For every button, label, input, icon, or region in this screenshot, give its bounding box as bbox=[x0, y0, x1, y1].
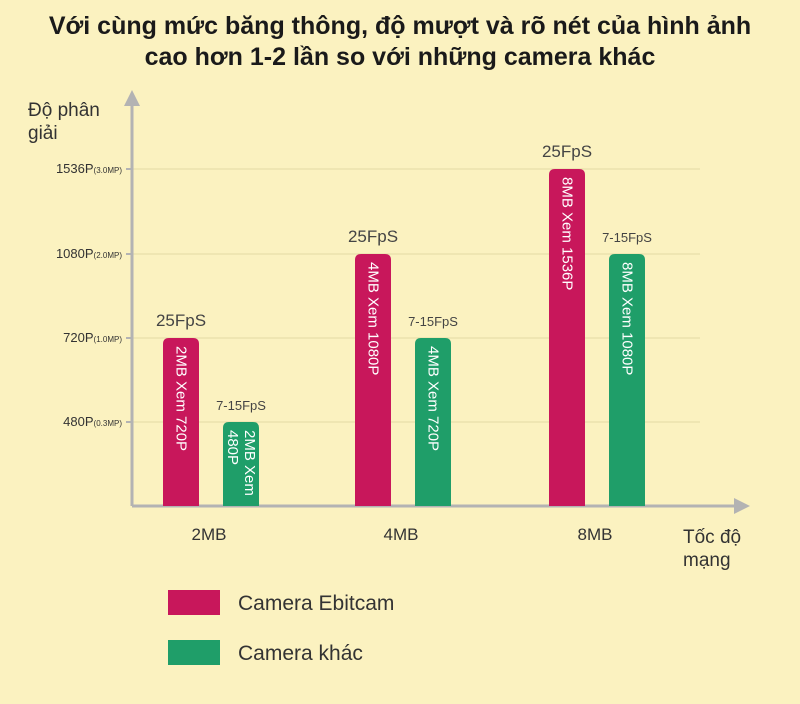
bar bbox=[549, 169, 585, 506]
bar-label: 8MB Xem 1080P bbox=[619, 262, 636, 375]
fps-label: 25FpS bbox=[348, 227, 398, 246]
legend-swatch bbox=[168, 590, 220, 615]
legend-swatch bbox=[168, 640, 220, 665]
chart-title-line: Với cùng mức băng thông, độ mượt và rõ n… bbox=[49, 12, 751, 40]
fps-label: 7-15FpS bbox=[216, 398, 266, 413]
x-axis-categories: 2MB 4MB 8MB bbox=[192, 525, 613, 544]
x-axis-arrow bbox=[734, 498, 750, 514]
y-tick-label: 720P(1.0MP) bbox=[63, 330, 122, 345]
bars: 2MB Xem 720P 25FpS 4MB Xem 1080P 25FpS 8MB X… bbox=[156, 142, 652, 506]
y-axis-title-line: giải bbox=[28, 123, 58, 144]
y-axis-ticks: 480P(0.3MP) 720P(1.0MP) 1080P(2.0MP) 1536P(… bbox=[56, 161, 132, 429]
fps-label: 7-15FpS bbox=[602, 230, 652, 245]
x-axis-title-line: mạng bbox=[683, 550, 731, 571]
bar-label: 480P bbox=[224, 430, 241, 465]
y-tick-label: 1536P(3.0MP) bbox=[56, 161, 122, 176]
bar bbox=[355, 254, 391, 506]
fps-label: 25FpS bbox=[156, 311, 206, 330]
legend: Camera Ebitcam Camera khác bbox=[168, 590, 394, 665]
fps-label: 25FpS bbox=[542, 142, 592, 161]
bar-label: 2MB Xem bbox=[241, 430, 258, 496]
bar-label: 8MB Xem 1536P bbox=[559, 177, 576, 290]
x-category-label: 8MB bbox=[578, 525, 613, 544]
chart-title: Với cùng mức băng thông, độ mượt và rõ n… bbox=[49, 12, 751, 71]
legend-label: Camera khác bbox=[238, 642, 363, 665]
y-axis-title-line: Độ phân bbox=[28, 100, 100, 121]
fps-label: 7-15FpS bbox=[408, 314, 458, 329]
x-axis-title-line: Tốc độ bbox=[683, 527, 741, 548]
y-axis-arrow bbox=[124, 90, 140, 106]
bar bbox=[223, 422, 259, 506]
legend-label: Camera Ebitcam bbox=[238, 592, 394, 615]
bar-label: 4MB Xem 1080P bbox=[365, 262, 382, 375]
bar-label: 2MB Xem 720P bbox=[173, 346, 190, 451]
y-tick-label: 1080P(2.0MP) bbox=[56, 246, 122, 261]
x-category-label: 4MB bbox=[384, 525, 419, 544]
bar-label: 4MB Xem 720P bbox=[425, 346, 442, 451]
bar bbox=[163, 338, 199, 506]
x-category-label: 2MB bbox=[192, 525, 227, 544]
bar bbox=[609, 254, 645, 506]
chart-title-line: cao hơn 1-2 lần so với những camera khác bbox=[145, 43, 656, 71]
bar bbox=[415, 338, 451, 506]
y-tick-label: 480P(0.3MP) bbox=[63, 414, 122, 429]
